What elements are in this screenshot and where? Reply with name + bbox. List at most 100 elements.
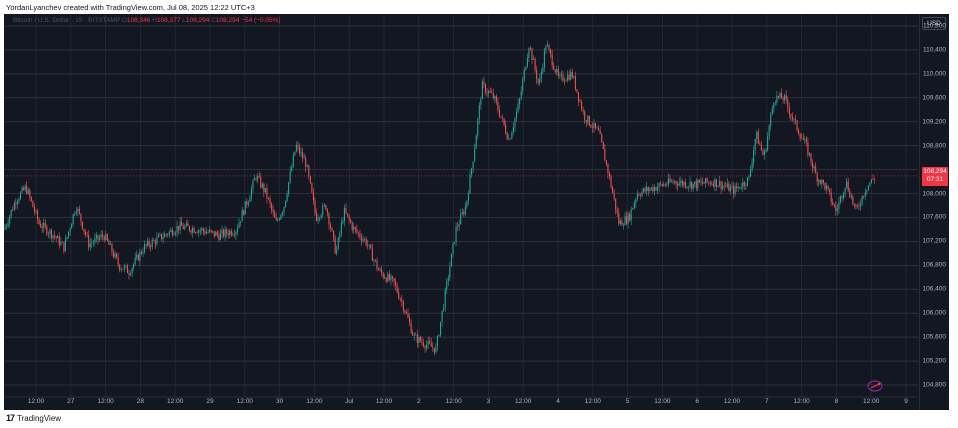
candle-down xyxy=(267,198,270,199)
candle-down xyxy=(117,257,119,265)
candle-up xyxy=(16,201,18,205)
candle-down xyxy=(796,120,798,131)
candle-down xyxy=(506,133,508,140)
candle-up xyxy=(748,176,750,178)
candle-down xyxy=(102,234,104,237)
candle-down xyxy=(497,101,499,110)
candle-down xyxy=(401,299,403,302)
price-tick-label: 110,800 xyxy=(922,22,946,30)
symbol-title[interactable]: Bitcoin / U.S. Dollar · 15 · BITSTAMP xyxy=(13,17,121,24)
candle-down xyxy=(429,341,431,344)
price-chart[interactable] xyxy=(4,14,949,410)
candle-down xyxy=(613,192,615,199)
candle-up xyxy=(705,178,707,184)
candle-up xyxy=(336,248,338,254)
go-to-realtime-icon[interactable] xyxy=(866,380,884,392)
candle-down xyxy=(757,131,759,144)
candle-down xyxy=(863,196,865,197)
candle-down xyxy=(709,182,711,185)
candle-down xyxy=(376,260,378,269)
candle-up xyxy=(722,185,724,190)
time-tick-label: 29 xyxy=(206,398,214,405)
candle-down xyxy=(432,346,434,348)
candle-down xyxy=(371,247,373,261)
candle-up xyxy=(387,273,389,282)
candle-down xyxy=(829,188,831,193)
candle-up xyxy=(120,269,122,270)
candle-down xyxy=(128,273,130,275)
candle-down xyxy=(187,223,189,227)
last-price-label: 108,294 07:31 xyxy=(922,166,948,186)
candle-up xyxy=(446,280,448,290)
candle-down xyxy=(529,48,531,49)
candle-down xyxy=(312,192,314,201)
candle-down xyxy=(571,71,573,78)
candle-up xyxy=(481,81,483,100)
candle-up xyxy=(379,269,381,271)
candle-up xyxy=(522,79,524,92)
candle-down xyxy=(669,178,671,182)
candle-up xyxy=(201,228,203,231)
candle-up xyxy=(66,236,68,240)
candle-down xyxy=(483,81,485,85)
candle-down xyxy=(701,181,704,184)
price-tick-label: 107,600 xyxy=(922,213,947,221)
tradingview-logo-icon: 17 xyxy=(6,413,15,423)
candle-down xyxy=(218,234,220,241)
candle-down xyxy=(416,334,418,343)
candle-down xyxy=(204,231,206,234)
candle-down xyxy=(841,196,843,198)
chart-pane[interactable]: Bitcoin / U.S. Dollar · 15 · BITSTAMP O1… xyxy=(4,14,949,410)
candle-down xyxy=(849,190,851,198)
candle-up xyxy=(170,229,172,232)
candle-down xyxy=(55,236,57,239)
time-tick-label: 4 xyxy=(556,398,560,405)
candle-down xyxy=(78,208,80,214)
candle-up xyxy=(472,161,474,169)
candle-up xyxy=(125,265,127,267)
candle-up xyxy=(670,181,673,182)
candle-up xyxy=(528,48,530,59)
candle-down xyxy=(799,134,801,139)
candle-down xyxy=(202,228,204,232)
candle-down xyxy=(736,186,738,189)
candle-down xyxy=(269,198,271,204)
candle-up xyxy=(291,166,293,172)
candle-up xyxy=(19,192,22,199)
candle-up xyxy=(658,183,660,188)
candle-down xyxy=(297,145,299,147)
candle-down xyxy=(579,100,581,102)
candle-down xyxy=(805,139,807,143)
candle-down xyxy=(581,101,583,110)
candle-up xyxy=(870,179,872,184)
candle-down xyxy=(577,92,580,101)
candle-up xyxy=(143,244,146,253)
candle-up xyxy=(624,216,626,226)
candle-down xyxy=(495,96,497,102)
candle-down xyxy=(171,229,173,236)
candle-up xyxy=(320,214,322,218)
time-tick-label: 12:00 xyxy=(375,398,393,405)
symbol-legend[interactable]: Bitcoin / U.S. Dollar · 15 · BITSTAMP O1… xyxy=(13,17,281,24)
candle-up xyxy=(443,307,445,311)
candle-up xyxy=(694,181,696,184)
candle-up xyxy=(13,203,15,211)
candle-up xyxy=(435,346,437,353)
candle-up xyxy=(650,187,652,190)
candle-down xyxy=(111,243,113,253)
candle-down xyxy=(384,277,386,279)
candle-down xyxy=(644,188,646,192)
candle-up xyxy=(519,98,521,105)
candle-down xyxy=(607,163,609,174)
candle-up xyxy=(514,118,516,127)
price-scale[interactable]: USD 110,800 110,400 110,000 109,600 109,200 1… xyxy=(919,14,949,410)
candle-down xyxy=(365,238,367,245)
candle-down xyxy=(112,252,115,257)
candle-down xyxy=(457,226,459,228)
footer: 17 TradingView xyxy=(6,413,61,423)
candle-up xyxy=(94,238,96,243)
candle-down xyxy=(347,213,349,216)
candle-down xyxy=(691,181,693,189)
candle-down xyxy=(308,165,310,176)
currency-button[interactable]: USD xyxy=(922,17,946,30)
